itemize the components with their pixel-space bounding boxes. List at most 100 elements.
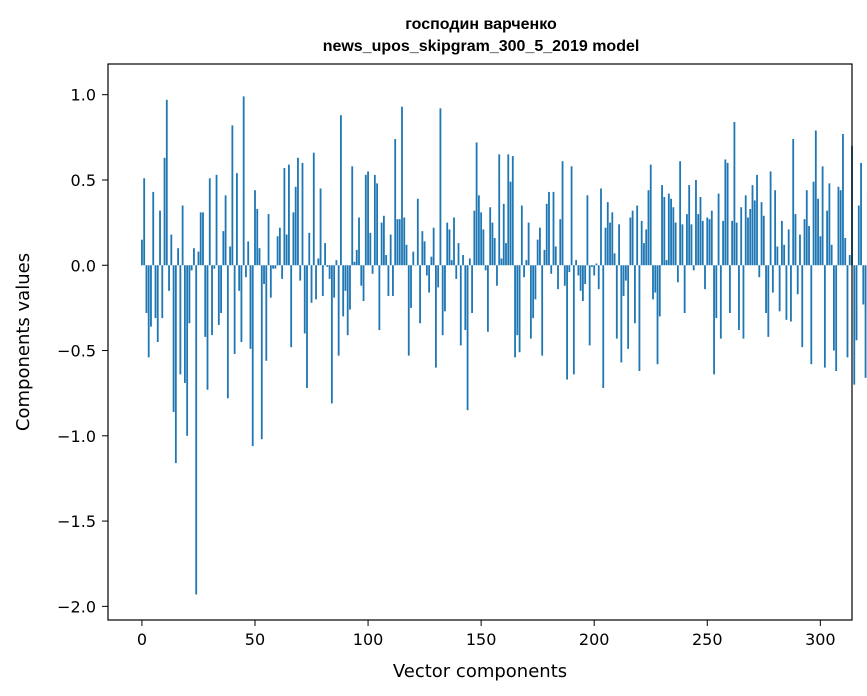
bar bbox=[349, 265, 351, 310]
chart-title-line1: господин варченко bbox=[405, 16, 557, 33]
bar bbox=[604, 227, 607, 266]
bar bbox=[581, 265, 584, 302]
x-tick-label: 0 bbox=[137, 630, 147, 649]
bar bbox=[229, 246, 232, 266]
bar bbox=[509, 181, 512, 266]
bar bbox=[145, 265, 148, 313]
bar bbox=[231, 125, 234, 266]
bar bbox=[254, 190, 256, 266]
bar bbox=[602, 265, 605, 389]
bar bbox=[837, 186, 840, 266]
bar bbox=[826, 210, 829, 266]
bar bbox=[640, 220, 643, 266]
bar bbox=[168, 265, 170, 291]
bar bbox=[848, 255, 851, 266]
bar bbox=[561, 161, 564, 266]
bar bbox=[290, 265, 293, 348]
bar bbox=[638, 265, 641, 371]
bar bbox=[853, 265, 856, 385]
bar bbox=[563, 265, 566, 286]
bar bbox=[575, 260, 578, 266]
bar bbox=[634, 265, 636, 324]
y-tick-label: 0.5 bbox=[71, 171, 96, 190]
bar bbox=[222, 231, 225, 266]
bar bbox=[708, 219, 711, 266]
bar bbox=[364, 174, 367, 266]
bar bbox=[505, 243, 507, 266]
bar bbox=[428, 265, 431, 293]
bar bbox=[577, 265, 580, 276]
bar bbox=[263, 265, 265, 285]
bar bbox=[233, 265, 236, 354]
bar bbox=[220, 265, 222, 313]
bar bbox=[367, 171, 369, 266]
bar bbox=[622, 265, 625, 296]
bar bbox=[593, 265, 596, 276]
bar bbox=[710, 210, 713, 266]
bar bbox=[464, 265, 467, 331]
bar bbox=[771, 265, 774, 293]
bar bbox=[448, 229, 451, 266]
bar bbox=[534, 265, 537, 300]
bar bbox=[805, 190, 808, 266]
bar bbox=[453, 217, 455, 266]
bar bbox=[663, 197, 666, 266]
bar bbox=[559, 219, 562, 266]
bar bbox=[156, 265, 159, 342]
chart-title-line2: news_upos_skipgram_300_5_2019 model bbox=[323, 38, 640, 55]
bar bbox=[242, 96, 245, 266]
bar bbox=[667, 193, 670, 266]
x-tick-label: 300 bbox=[805, 630, 836, 649]
bars-group bbox=[141, 96, 867, 595]
bar bbox=[557, 265, 559, 290]
bar bbox=[199, 212, 202, 266]
bar bbox=[814, 130, 817, 266]
bar bbox=[821, 166, 824, 266]
bar bbox=[208, 178, 211, 266]
bar bbox=[507, 154, 510, 266]
y-tick-label: −0.5 bbox=[57, 342, 96, 361]
bar bbox=[674, 222, 677, 266]
bar bbox=[681, 224, 684, 266]
bar bbox=[421, 231, 424, 266]
bar bbox=[378, 265, 381, 331]
bar bbox=[767, 265, 770, 337]
bar bbox=[487, 265, 489, 332]
bar bbox=[376, 183, 379, 266]
bar bbox=[518, 265, 521, 353]
x-tick-label: 100 bbox=[353, 630, 384, 649]
bar bbox=[536, 239, 539, 266]
bar bbox=[351, 166, 354, 266]
bar bbox=[688, 185, 691, 266]
bar bbox=[272, 265, 274, 269]
bar bbox=[423, 241, 426, 266]
bar bbox=[511, 156, 514, 266]
bar bbox=[215, 174, 218, 266]
bar bbox=[496, 265, 498, 286]
bar bbox=[649, 164, 652, 266]
bar bbox=[579, 265, 582, 291]
bar bbox=[299, 265, 302, 281]
bar bbox=[392, 265, 394, 296]
bar bbox=[794, 214, 797, 266]
bar bbox=[857, 205, 860, 266]
x-tick-label: 200 bbox=[579, 630, 610, 649]
bar bbox=[410, 265, 412, 308]
bar bbox=[765, 265, 767, 313]
bar bbox=[742, 265, 745, 339]
bar bbox=[656, 265, 659, 365]
bar bbox=[477, 195, 480, 266]
bar bbox=[760, 202, 763, 266]
bar bbox=[584, 265, 587, 285]
bar bbox=[163, 157, 166, 266]
bar bbox=[532, 265, 535, 319]
bar bbox=[652, 265, 654, 300]
bar bbox=[186, 265, 189, 436]
bar bbox=[385, 255, 388, 266]
bar bbox=[615, 265, 618, 339]
bar bbox=[724, 159, 727, 266]
y-axis-ticks: 1.0 0.5 0.0 −0.5 −1.0 −1.5 −2.0 bbox=[57, 86, 108, 616]
bar bbox=[631, 210, 634, 266]
bar bbox=[749, 208, 752, 266]
bar bbox=[432, 227, 435, 266]
